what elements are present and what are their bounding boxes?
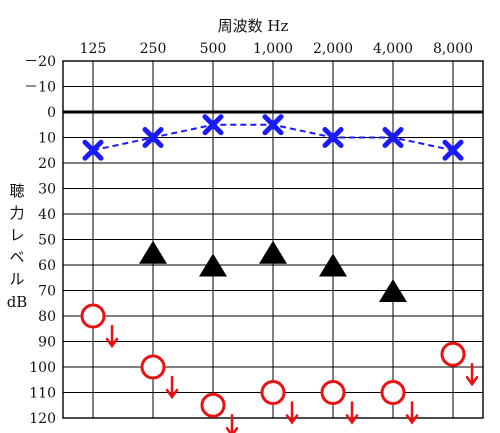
circle-marker	[200, 392, 226, 418]
scale-out-arrow	[405, 401, 419, 425]
scale-out-arrow	[165, 375, 179, 400]
y-tick-label: 80	[38, 309, 56, 325]
y-axis-label-char: ル	[9, 270, 24, 288]
y-tick-label: 0	[47, 105, 56, 121]
y-tick-labels: －20 －10 0 10 20 30 40 50 60 70 80 90 100 110 120	[24, 54, 56, 427]
triangle-marker	[139, 240, 167, 264]
x-tick-label: 500	[200, 41, 227, 57]
triangle-marker	[319, 253, 347, 277]
y-axis-label-char: レ	[9, 226, 24, 244]
x-tick-label: 125	[80, 41, 107, 57]
x-tick-labels: 125 250 500 1,000 2,000 4,000 8,000	[80, 41, 473, 57]
x-tick-label: 8,000	[433, 41, 473, 57]
grid	[62, 60, 484, 419]
x-marker	[322, 127, 344, 148]
y-tick-label: 40	[38, 207, 56, 223]
y-tick-label: 30	[38, 182, 56, 198]
scale-out-arrow	[345, 401, 359, 425]
x-marker	[142, 127, 164, 148]
x-marker	[82, 139, 104, 161]
y-tick-label: 50	[38, 233, 56, 249]
y-tick-label: －10	[24, 80, 56, 96]
y-tick-label: 10	[38, 131, 56, 147]
chart-title: 周波数 Hz	[218, 17, 289, 35]
x-marker	[202, 114, 224, 136]
y-axis-label-char: dB	[7, 293, 28, 311]
x-marker	[262, 114, 284, 136]
y-axis-label-char: 聴	[9, 182, 24, 200]
triangle-marker	[259, 240, 287, 264]
circle-marker	[380, 380, 406, 405]
x-tick-label: 2,000	[313, 41, 353, 57]
circle-marker	[320, 380, 346, 405]
y-tick-label: 90	[38, 335, 56, 351]
scale-out-arrow	[105, 324, 119, 349]
y-tick-label: 100	[29, 360, 56, 376]
circle-marker	[260, 380, 286, 405]
y-tick-label: 120	[29, 411, 56, 427]
y-tick-label: －20	[24, 54, 56, 70]
y-axis-label-char: 力	[9, 204, 24, 222]
y-tick-label: 20	[38, 156, 56, 172]
x-marker	[382, 127, 404, 148]
y-tick-label: 70	[38, 284, 56, 300]
scale-out-arrow	[285, 401, 299, 425]
circle-marker	[140, 354, 166, 380]
data-marks	[80, 114, 479, 433]
x-tick-label: 250	[140, 41, 167, 57]
triangle-marker	[379, 279, 407, 302]
x-marker	[442, 139, 464, 161]
x-tick-label: 4,000	[373, 41, 413, 57]
y-axis-label-char: ベ	[9, 248, 24, 266]
scale-out-arrow	[465, 363, 479, 387]
circle-marker	[80, 303, 106, 329]
triangle-marker	[199, 253, 227, 277]
y-tick-label: 110	[29, 386, 56, 402]
x-tick-label: 1,000	[253, 41, 293, 57]
scale-out-arrow	[225, 414, 239, 433]
circle-marker	[440, 341, 466, 367]
y-tick-label: 60	[38, 258, 56, 274]
